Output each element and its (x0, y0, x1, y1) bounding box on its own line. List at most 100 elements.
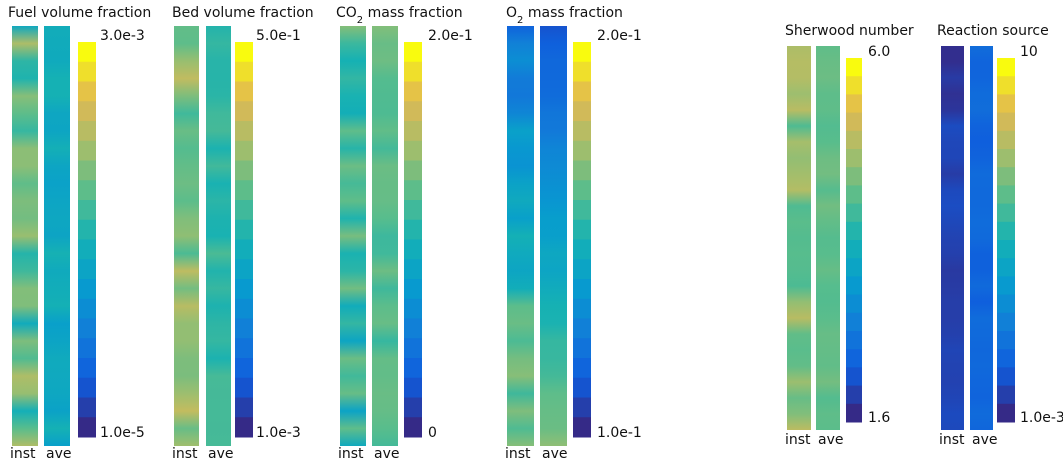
colorbar-max: 2.0e-1 (597, 28, 642, 44)
panel-title: Reaction source (937, 23, 1049, 39)
colorbar-step (846, 294, 862, 314)
field-strip (174, 26, 199, 446)
strip-label: ave (46, 446, 71, 462)
colorbar-step (846, 221, 862, 241)
field-strip (970, 46, 993, 430)
colorbar-step (78, 338, 96, 359)
colorbar-step (573, 101, 591, 122)
colorbar-step (997, 58, 1015, 77)
panel-title: CO2 mass fraction (336, 5, 463, 26)
colorbar-step (573, 121, 591, 142)
colorbar-step (997, 203, 1015, 223)
colorbar-step (235, 140, 253, 161)
colorbar-step (235, 338, 253, 359)
colorbar-step (235, 259, 253, 280)
colorbar-step (573, 259, 591, 280)
title-part: Fuel volume fraction (8, 5, 151, 21)
strip-label: ave (818, 432, 843, 448)
colorbar-max: 10 (1020, 44, 1038, 60)
colorbar-step (573, 180, 591, 201)
colorbar-step (235, 358, 253, 379)
colorbar-step (997, 276, 1015, 296)
panel-title: Bed volume fraction (172, 5, 314, 21)
strip-label: ave (208, 446, 233, 462)
colorbar-step (997, 221, 1015, 241)
colorbar-step (997, 167, 1015, 186)
colorbar-step (997, 185, 1015, 205)
colorbar-step (846, 349, 862, 368)
colorbar-step (404, 180, 422, 201)
strip-label: inst (505, 446, 531, 462)
colorbar-step (573, 298, 591, 319)
colorbar-step (235, 160, 253, 181)
colorbar-step (404, 160, 422, 181)
strip-label: ave (972, 432, 997, 448)
colorbar-step (573, 200, 591, 221)
colorbar-step (846, 149, 862, 168)
colorbar-step (997, 312, 1015, 332)
colorbar-step (846, 258, 862, 277)
colorbar-step (235, 417, 253, 438)
colorbar-step (846, 130, 862, 150)
field-strip (507, 26, 534, 446)
colorbar-step (235, 377, 253, 398)
colorbar-step (997, 385, 1015, 405)
colorbar-step (846, 167, 862, 186)
colorbar-step (404, 318, 422, 339)
colorbar-step (573, 61, 591, 82)
colorbar-step (235, 397, 253, 418)
colorbar-min: 0 (428, 425, 437, 441)
colorbar-step (78, 298, 96, 319)
colorbar-step (846, 58, 862, 77)
colorbar-step (404, 298, 422, 319)
colorbar-step (404, 239, 422, 260)
field-strip (206, 26, 231, 446)
colorbar-step (997, 349, 1015, 368)
colorbar-step (78, 259, 96, 280)
colorbar-step (846, 276, 862, 296)
colorbar-step (78, 121, 96, 142)
colorbar-step (997, 94, 1015, 114)
colorbar-step (78, 160, 96, 181)
colorbar-step (846, 203, 862, 223)
colorbar-step (997, 367, 1015, 387)
title-part: Bed volume fraction (172, 5, 314, 21)
title-part: Reaction source (937, 23, 1049, 39)
colorbar-step (846, 312, 862, 332)
field-strip (12, 26, 38, 446)
colorbar-step (78, 318, 96, 339)
colorbar-step (78, 377, 96, 398)
colorbar-step (846, 385, 862, 405)
field-strip (941, 46, 964, 430)
colorbar-step (404, 219, 422, 240)
colorbar-step (997, 294, 1015, 314)
colorbar-step (846, 403, 862, 423)
colorbar-step (573, 160, 591, 181)
colorbar-step (404, 259, 422, 280)
title-part: 2 (517, 15, 523, 26)
colorbar-step (573, 338, 591, 359)
colorbar-step (78, 279, 96, 300)
colorbar-step (235, 61, 253, 82)
colorbar-step (404, 81, 422, 102)
colorbar-step (404, 279, 422, 300)
colorbar-step (997, 76, 1015, 95)
colorbar-step (404, 101, 422, 122)
colorbar-step (404, 42, 422, 63)
colorbar-step (846, 94, 862, 114)
colorbar-step (404, 397, 422, 418)
field-strip (816, 46, 840, 430)
title-part: O (506, 5, 517, 21)
colorbar-min: 1.6 (868, 410, 890, 426)
colorbar-step (404, 417, 422, 438)
colorbar-max: 2.0e-1 (428, 28, 473, 44)
colorbar-step (573, 377, 591, 398)
colorbar-step (78, 42, 96, 63)
colorbar-step (235, 200, 253, 221)
colorbar-step (235, 101, 253, 122)
field-strip (787, 46, 811, 430)
title-part: CO (336, 5, 357, 21)
title-part: mass fraction (523, 5, 622, 21)
colorbar-step (404, 121, 422, 142)
